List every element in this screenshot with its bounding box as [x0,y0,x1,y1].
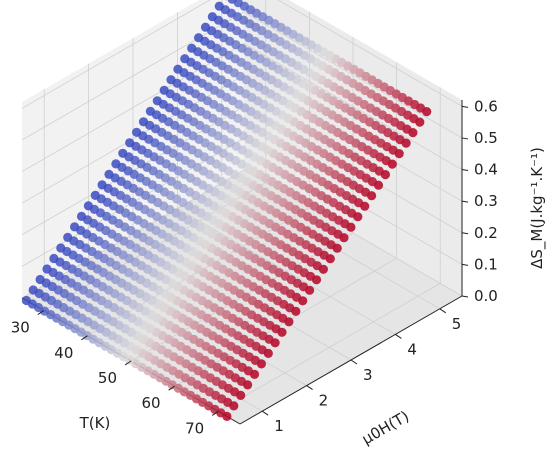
grid-z-back [243,43,463,170]
z-tick-mark [461,200,469,203]
data-point [138,117,149,127]
y-tick-label: 4 [407,340,417,358]
data-point [233,0,243,8]
y-tick-mark [306,385,313,391]
y-tick-label: 2 [319,392,329,410]
z-tick-mark [461,295,469,298]
x-tick-mark [124,360,132,366]
data-point [111,159,121,169]
x-axis-label: T(K) [79,414,111,432]
data-point [35,274,45,285]
z-tick-mark [461,263,469,266]
y-tick-mark [439,308,447,314]
data-point [76,211,87,221]
data-point [21,295,31,306]
z-tick-mark [461,137,469,140]
data-point [118,148,128,158]
y-axis-label: μ0H(T) [359,407,412,448]
data-point [187,43,197,53]
tick-labels: 30 40 50 60 70 1 2 3 4 5 0.0 0.1 0.2 0.3 0.4 0.5 0.6 [11,97,498,437]
x-tick-label: 60 [142,394,161,412]
y-tick-label: 3 [363,366,373,384]
data-point [159,85,169,95]
grid-z-left [21,0,211,109]
z-tick-label: 0.2 [474,224,498,242]
z-tick-label: 0.4 [474,161,498,179]
data-point [63,232,73,242]
data-point [227,0,237,4]
data-point [42,264,52,274]
data-point [28,285,38,295]
x-tick-label: 50 [98,369,117,387]
z-tick-mark [461,232,469,235]
x-tick-mark [37,310,45,316]
z-tick-label: 0.1 [474,255,498,273]
data-point [49,253,59,264]
z-tick-label: 0.6 [474,97,498,115]
data-point [145,106,155,116]
data-point [180,54,190,64]
y-tick-mark [350,359,358,365]
data-point [132,127,142,137]
data-point [90,190,100,200]
x-tick-mark [168,385,175,391]
z-tick-mark [461,169,469,172]
data-point [83,201,93,211]
x-tick-mark [211,410,219,416]
data-point [70,222,80,232]
data-point [166,75,176,85]
z-tick-label: 0.3 [474,192,498,210]
grid-z-left [21,11,245,141]
data-points [21,0,432,421]
x-tick-label: 40 [54,344,73,362]
grid-z-left [21,43,245,172]
grid-z-back [277,0,463,107]
data-point [104,169,114,179]
data-point [194,33,204,43]
x-tick-label: 30 [11,319,30,337]
z-tick-label: 0.0 [474,287,498,305]
x-tick-mark [81,335,88,341]
data-point [173,64,183,74]
y-tick-label: 1 [274,417,284,435]
data-point [207,12,217,22]
y-tick-mark [261,410,269,416]
data-point [200,22,211,32]
data-point [152,96,162,106]
data-point [56,243,66,253]
data-point [214,1,224,11]
z-tick-mark [461,105,469,108]
y-tick-mark [395,333,402,339]
grid-y-floor [177,208,396,335]
x-tick-label: 70 [185,419,204,437]
y-tick-label: 5 [452,315,462,333]
z-tick-label: 0.5 [474,129,498,147]
grid-z-back [243,11,463,139]
data-point [97,180,107,190]
z-axis-label: ΔS_M(J.kg⁻¹.K⁻¹) [528,147,547,269]
data-point [125,138,135,148]
